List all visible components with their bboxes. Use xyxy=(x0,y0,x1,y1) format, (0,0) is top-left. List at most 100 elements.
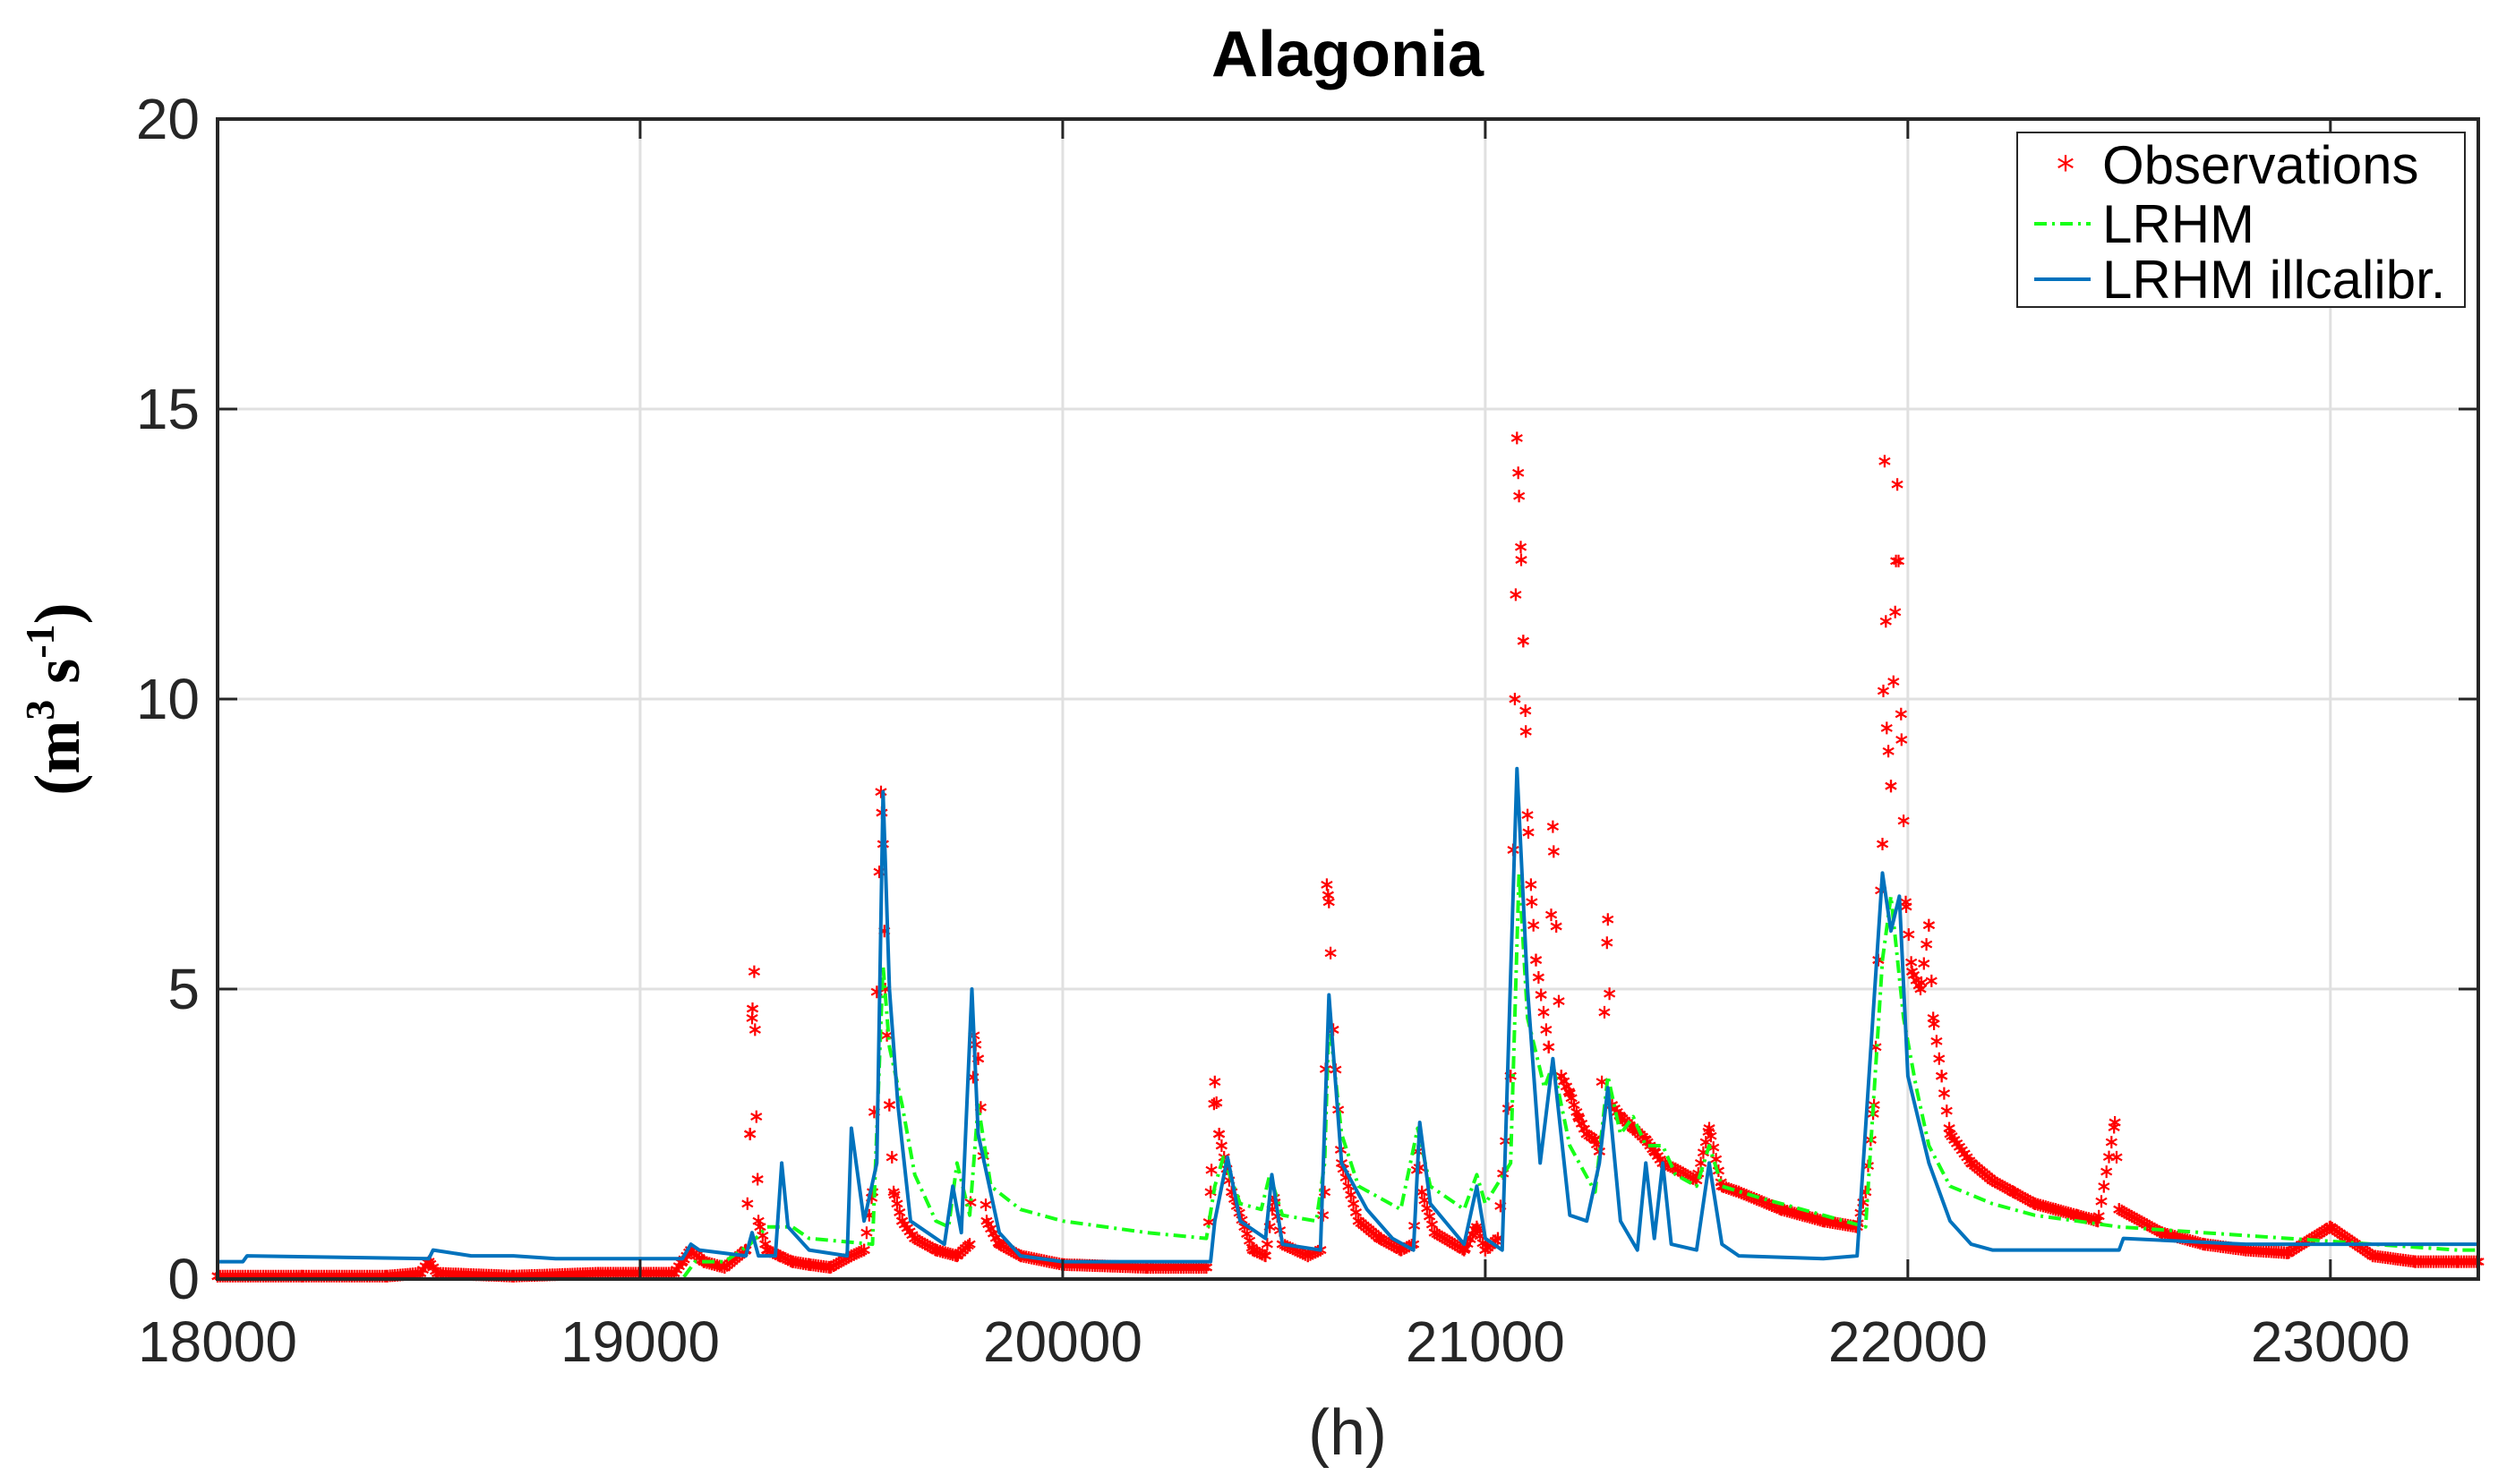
observation-marker xyxy=(860,1226,873,1240)
observation-point xyxy=(1394,1243,1407,1257)
observation-marker xyxy=(891,1197,903,1210)
observation-marker xyxy=(1930,1035,1943,1048)
observation-marker xyxy=(2105,1136,2117,1149)
observation-marker xyxy=(1522,826,1535,839)
observation-point xyxy=(1572,1110,1585,1123)
observation-point xyxy=(858,1243,870,1257)
observation-point xyxy=(909,1232,921,1245)
y-axis-label-end: ) xyxy=(21,602,93,624)
observation-point xyxy=(750,1110,763,1123)
observation-point xyxy=(1515,553,1527,567)
observation-marker xyxy=(1938,1087,1951,1100)
observation-point xyxy=(1373,1232,1386,1245)
observation-point xyxy=(1895,733,1908,746)
observation-marker xyxy=(1535,988,1547,1002)
legend-entry-lrhm-illcalibr: LRHM illcalibr. xyxy=(2034,250,2445,310)
observation-marker xyxy=(1940,1104,1953,1118)
observation-marker xyxy=(1241,1227,1253,1241)
observation-marker xyxy=(1547,845,1560,858)
series-lrhm-illcalibr-line xyxy=(218,766,2478,1264)
observation-marker xyxy=(1519,725,1532,738)
observation-point xyxy=(2366,1249,2379,1263)
observation-point xyxy=(1927,1011,1939,1025)
observation-marker xyxy=(1933,1052,1946,1065)
observation-point xyxy=(2109,1116,2121,1129)
x-tick-label: 19000 xyxy=(560,1309,720,1374)
observation-point xyxy=(1517,635,1529,648)
observation-marker xyxy=(1527,918,1540,932)
observation-point xyxy=(895,1215,909,1228)
legend-lrhm-illcalibr-label: LRHM illcalibr. xyxy=(2102,250,2445,310)
observation-marker xyxy=(1705,1130,1717,1143)
observation-point xyxy=(1209,1075,1221,1088)
observation-marker xyxy=(2110,1150,2123,1164)
observation-point xyxy=(887,1185,900,1198)
observation-point xyxy=(718,1261,731,1274)
observation-point xyxy=(1703,1122,1715,1135)
observation-point xyxy=(1878,455,1891,468)
observation-point xyxy=(1416,1185,1428,1198)
observation-point xyxy=(2113,1203,2126,1216)
observation-point xyxy=(1914,983,1927,995)
observation-point xyxy=(1905,965,1919,978)
observation-point xyxy=(2049,1203,2062,1216)
observation-marker xyxy=(1510,588,1522,601)
observation-point xyxy=(1428,1226,1441,1240)
observation-marker xyxy=(1514,541,1527,554)
observation-marker xyxy=(1601,936,1613,950)
observation-point xyxy=(1321,878,1333,891)
observation-marker xyxy=(1568,1098,1580,1112)
observation-marker xyxy=(885,1150,898,1164)
observation-point xyxy=(1322,895,1335,908)
observation-marker xyxy=(1324,946,1337,959)
observation-point xyxy=(1876,838,1889,850)
observation-marker xyxy=(1887,675,1900,688)
axis-ticks: 18000 19000 20000 21000 22000 23000 0 5 10 15 20 xyxy=(136,87,2478,1374)
observation-point xyxy=(1352,1215,1364,1228)
observation-marker xyxy=(1243,1234,1256,1248)
observation-marker xyxy=(2095,1195,2108,1208)
y-tick-label: 20 xyxy=(136,87,200,151)
x-tick-label: 18000 xyxy=(138,1309,297,1374)
observation-point xyxy=(1563,1087,1576,1100)
observation-marker xyxy=(1903,928,1915,942)
observation-marker xyxy=(1890,554,1903,567)
observation-marker xyxy=(1532,971,1544,984)
observation-point xyxy=(746,1011,758,1025)
observation-marker xyxy=(1425,1218,1439,1232)
observation-point xyxy=(824,1261,836,1274)
observation-point xyxy=(2408,1255,2421,1268)
observation-point xyxy=(1555,1070,1568,1083)
y-axis-label-exp1: 3 xyxy=(17,700,63,721)
legend-observations-marker: * xyxy=(2057,149,2075,191)
observation-marker xyxy=(1892,554,1905,567)
observation-point xyxy=(1546,820,1560,833)
legend-entry-lrhm: LRHM xyxy=(2034,194,2254,254)
observation-point xyxy=(1470,1220,1484,1233)
observation-point xyxy=(1986,1173,1998,1187)
y-tick-label: 15 xyxy=(136,377,200,441)
observation-marker xyxy=(1918,957,1930,970)
observation-marker xyxy=(1347,1197,1360,1210)
observation-point xyxy=(2282,1246,2295,1259)
observation-marker xyxy=(1211,1096,1223,1109)
observation-marker xyxy=(1897,814,1910,828)
observation-point xyxy=(1891,478,1903,491)
observation-point xyxy=(883,1098,896,1112)
legend-lrhm-label: LRHM xyxy=(2102,194,2254,254)
observation-point xyxy=(1602,913,1614,926)
observation-marker xyxy=(1537,1005,1550,1019)
legend-box xyxy=(2016,132,2466,308)
observation-point xyxy=(2007,1185,2020,1198)
x-tick-label: 22000 xyxy=(1828,1309,1988,1374)
x-tick-label: 21000 xyxy=(1406,1309,1565,1374)
legend-observations-label: Observations xyxy=(2102,135,2419,195)
observation-point xyxy=(2324,1220,2337,1233)
observation-point xyxy=(1965,1156,1978,1170)
observation-point xyxy=(1302,1249,1314,1263)
observation-marker xyxy=(1879,615,1892,628)
observation-point xyxy=(1543,1040,1555,1053)
observation-point xyxy=(1509,693,1521,705)
observation-marker xyxy=(1921,938,1933,951)
